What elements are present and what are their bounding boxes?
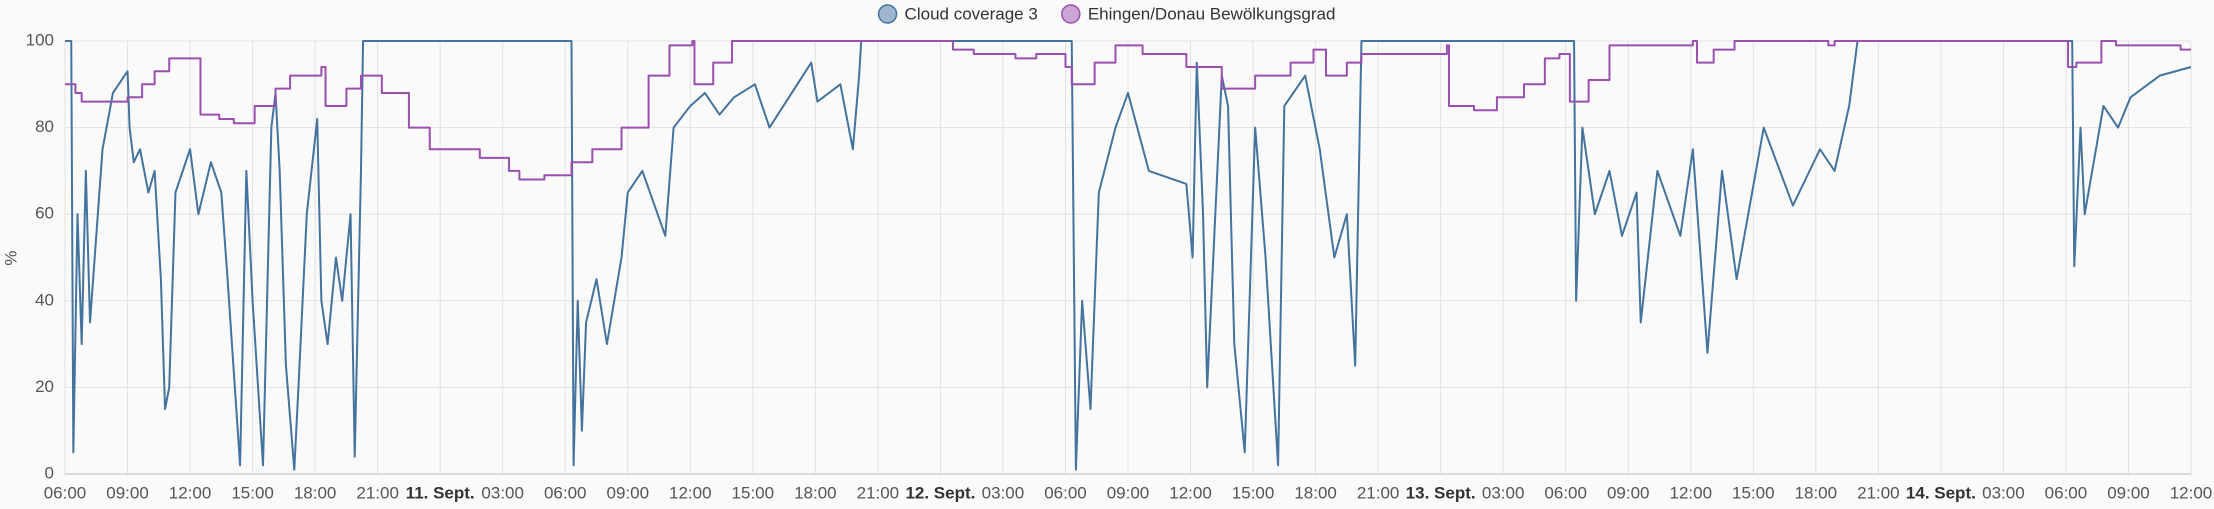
x-tick-label: 21:00 — [1857, 483, 1900, 502]
x-tick-label: 11. Sept. — [406, 483, 475, 502]
x-tick-label: 15:00 — [732, 483, 775, 502]
legend-label: Cloud coverage 3 — [905, 4, 1038, 23]
x-tick-label: 09:00 — [2107, 483, 2150, 502]
x-tick-label: 12:00 — [169, 483, 212, 502]
x-tick-label: 15:00 — [1732, 483, 1775, 502]
x-tick-label: 12:00 — [1669, 483, 1712, 502]
x-tick-label: 03:00 — [1482, 483, 1525, 502]
x-tick-label: 12:00 — [2170, 483, 2213, 502]
x-tick-label: 21:00 — [1357, 483, 1400, 502]
x-tick-label: 21:00 — [857, 483, 900, 502]
x-tick-label: 06:00 — [44, 483, 87, 502]
x-tick-label: 18:00 — [294, 483, 337, 502]
x-tick-label: 13. Sept. — [1406, 483, 1476, 502]
x-tick-label: 06:00 — [2045, 483, 2088, 502]
legend-marker — [877, 4, 898, 24]
series-line — [65, 40, 2191, 181]
x-tick-label: 09:00 — [1607, 483, 1650, 502]
y-tick-label: 40 — [35, 290, 54, 309]
legend: Cloud coverage 3 Ehingen/Donau Bewölkungs… — [877, 4, 1336, 24]
y-tick-label: 60 — [35, 204, 54, 223]
x-tick-label: 06:00 — [1044, 483, 1087, 502]
y-tick-label: 20 — [35, 377, 54, 396]
legend-marker — [1061, 4, 1081, 24]
x-tick-label: 12:00 — [669, 483, 712, 502]
x-tick-label: 14. Sept. — [1906, 483, 1976, 502]
x-tick-label: 15:00 — [1232, 483, 1275, 502]
legend-label: Ehingen/Donau Bewölkungsgrad — [1088, 4, 1336, 23]
x-tick-label: 12:00 — [1169, 483, 1212, 502]
y-axis-label: % — [1, 250, 20, 265]
x-tick-label: 03:00 — [481, 483, 524, 502]
y-tick-label: 100 — [26, 30, 54, 49]
x-tick-label: 12. Sept. — [905, 483, 975, 502]
y-tick-label: 0 — [45, 463, 54, 482]
x-tick-label: 09:00 — [106, 483, 149, 502]
series-line — [65, 40, 2192, 471]
x-tick-label: 15:00 — [231, 483, 274, 502]
x-tick-label: 03:00 — [982, 483, 1025, 502]
x-tick-label: 18:00 — [1294, 483, 1337, 502]
x-tick-label: 09:00 — [1107, 483, 1150, 502]
x-tick-label: 06:00 — [544, 483, 587, 502]
x-tick-label: 18:00 — [794, 483, 837, 502]
x-tick-label: 03:00 — [1982, 483, 2025, 502]
x-tick-label: 06:00 — [1544, 483, 1587, 502]
y-tick-label: 80 — [35, 117, 54, 136]
x-tick-label: 09:00 — [606, 483, 649, 502]
x-tick-label: 21:00 — [356, 483, 399, 502]
x-tick-label: 18:00 — [1795, 483, 1838, 502]
